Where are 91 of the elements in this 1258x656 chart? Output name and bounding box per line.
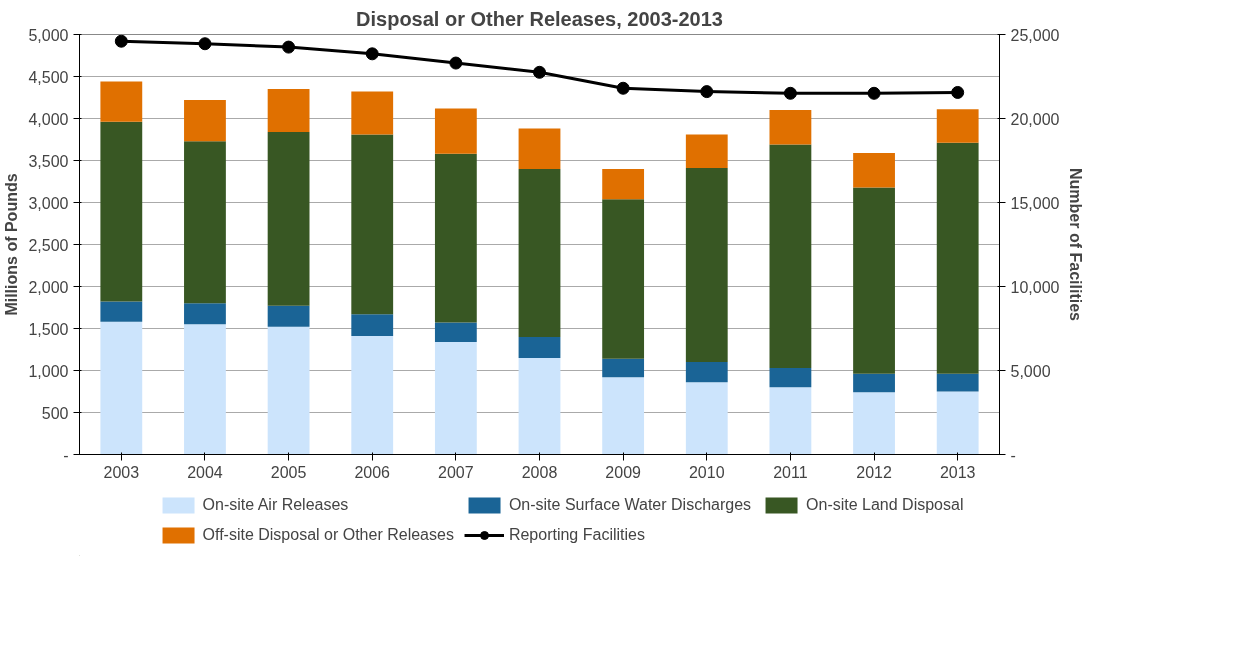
legend-label: On-site Surface Water Discharges: [508, 496, 752, 514]
point: [700, 85, 714, 99]
x-tick-label: 2011: [773, 463, 808, 481]
bar: [434, 341, 477, 455]
y-tick-label: 1,000: [28, 362, 69, 380]
point: [114, 34, 128, 48]
point: [951, 85, 965, 99]
x-tick-label: 2003: [103, 463, 140, 481]
y2-tick-label: 25,000: [1010, 26, 1060, 44]
y-tick-label: 4,500: [28, 68, 69, 86]
bar: [434, 153, 477, 323]
bar: [769, 387, 812, 455]
bar: [434, 322, 477, 342]
bar: [769, 367, 812, 388]
x-tick-label: 2007: [438, 463, 474, 481]
bar: [184, 303, 226, 325]
bar: [685, 168, 728, 363]
chart-title: Disposal or Other Releases, 2003-2013: [356, 7, 723, 30]
bar: [518, 336, 561, 358]
bar: [351, 91, 394, 135]
bar: [602, 199, 645, 359]
bar: [351, 134, 394, 315]
bar: [936, 142, 979, 374]
bar: [769, 110, 812, 145]
x-tick-label: 2008: [521, 463, 558, 481]
point: [282, 40, 296, 54]
legend-label: Reporting Facilities: [508, 526, 645, 544]
y2-tick-label: 5,000: [1010, 362, 1051, 380]
bar: [100, 301, 143, 322]
bar: [267, 131, 310, 306]
bar: [100, 321, 143, 455]
y2-axis-title: Number of Facilities: [1067, 168, 1085, 322]
bar: [434, 108, 477, 154]
bar: [351, 336, 394, 455]
y2-tick-label: 15,000: [1010, 194, 1060, 212]
y-tick-label: 5,000: [28, 26, 69, 44]
x-tick-label: 2009: [605, 463, 642, 481]
y-tick-label: 2,500: [28, 236, 69, 254]
legend-label: On-site Air Releases: [202, 496, 349, 514]
x-tick-label: 2013: [939, 463, 976, 481]
bar: [518, 168, 561, 337]
bar: [267, 305, 310, 327]
bar: [936, 391, 979, 455]
bar: [853, 392, 895, 455]
bar: [936, 109, 979, 143]
bar: [769, 144, 812, 368]
y2-tick-label: 20,000: [1010, 110, 1060, 128]
bar: [184, 100, 226, 142]
bar: [936, 373, 979, 392]
point: [616, 81, 630, 95]
bar: [518, 357, 561, 455]
bar: [351, 314, 394, 337]
y-tick-label: -: [63, 446, 69, 464]
y-axis-title: Millions of Pounds: [3, 173, 21, 316]
bar: [518, 128, 561, 169]
bar: [267, 326, 310, 455]
bar: [100, 121, 143, 302]
bar: [100, 81, 143, 122]
y2-tick-label: 10,000: [1010, 278, 1060, 296]
y-tick-label: 2,000: [28, 278, 69, 296]
legend-label: On-site Land Disposal: [806, 496, 964, 514]
bar: [602, 377, 645, 455]
bar: [853, 187, 895, 374]
point: [533, 65, 546, 79]
point: [783, 86, 797, 100]
x-tick-label: 2012: [856, 463, 892, 481]
x-tick-label: 2006: [354, 463, 391, 481]
point: [198, 37, 212, 51]
point: [867, 86, 881, 100]
bar: [267, 89, 310, 132]
y-tick-label: 3,000: [28, 194, 69, 212]
y2-tick-label: -: [1010, 446, 1016, 464]
y-tick-label: 1,500: [28, 320, 69, 338]
bar: [184, 141, 226, 304]
x-tick-label: 2004: [187, 463, 223, 481]
y-tick-label: 500: [41, 404, 69, 422]
x-tick-label: 2010: [688, 463, 725, 481]
bar: [685, 134, 728, 169]
x-tick-label: 2005: [270, 463, 307, 481]
bar: [685, 382, 728, 455]
bar: [853, 373, 895, 393]
bar: [685, 362, 728, 383]
bar: [853, 152, 895, 188]
bar: [602, 168, 645, 200]
legend-label: Off-site Disposal or Other Releases: [202, 526, 454, 544]
bar: [602, 358, 645, 378]
y-tick-label: 3,500: [28, 152, 69, 170]
point: [449, 56, 463, 70]
y-tick-label: 4,000: [28, 110, 69, 128]
bar: [184, 324, 226, 455]
point: [365, 47, 379, 61]
